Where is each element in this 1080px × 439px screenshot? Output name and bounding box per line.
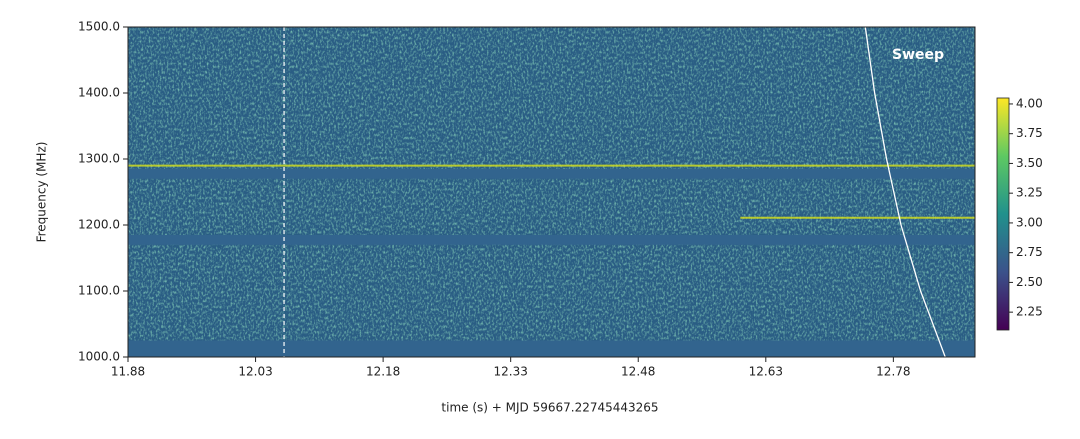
colorbar-tick-label: 4.00: [1016, 96, 1043, 110]
x-tick-label: 12.78: [876, 365, 910, 379]
x-tick-label: 12.03: [238, 365, 272, 379]
colorbar-tick-label: 2.50: [1016, 275, 1043, 289]
y-tick-label: 1300.0: [78, 152, 120, 166]
y-tick-label: 1100.0: [78, 284, 120, 298]
colorbar-tick-label: 3.75: [1016, 126, 1043, 140]
colorbar-tick-label: 3.50: [1016, 156, 1043, 170]
y-axis-label: Frequency (MHz): [35, 142, 49, 243]
noise-texture: [128, 27, 975, 357]
masked-band: [128, 168, 975, 179]
colorbar: [996, 97, 1010, 331]
plot-frame: [127, 26, 976, 358]
x-tick-label: 12.48: [621, 365, 655, 379]
y-tick-label: 1400.0: [78, 86, 120, 100]
annotation: Sweep: [892, 47, 944, 63]
y-tick-label: 1200.0: [78, 218, 120, 232]
colorbar-tick-label: 2.75: [1016, 245, 1043, 259]
masked-band: [128, 234, 975, 245]
colorbar-tick-label: 3.25: [1016, 186, 1043, 200]
sweep-curve: [864, 27, 946, 357]
x-tick-label: 12.63: [749, 365, 783, 379]
x-tick-label: 12.33: [494, 365, 528, 379]
x-tick-label: 12.18: [366, 365, 400, 379]
masked-band: [128, 340, 975, 357]
y-tick-label: 1000.0: [78, 350, 120, 364]
colorbar-tick-label: 3.00: [1016, 215, 1043, 229]
x-tick-label: 11.88: [111, 365, 145, 379]
y-tick-label: 1500.0: [78, 20, 120, 34]
x-axis-label: time (s) + MJD 59667.22745443265: [441, 401, 658, 415]
colorbar-tick-label: 2.25: [1016, 305, 1043, 319]
